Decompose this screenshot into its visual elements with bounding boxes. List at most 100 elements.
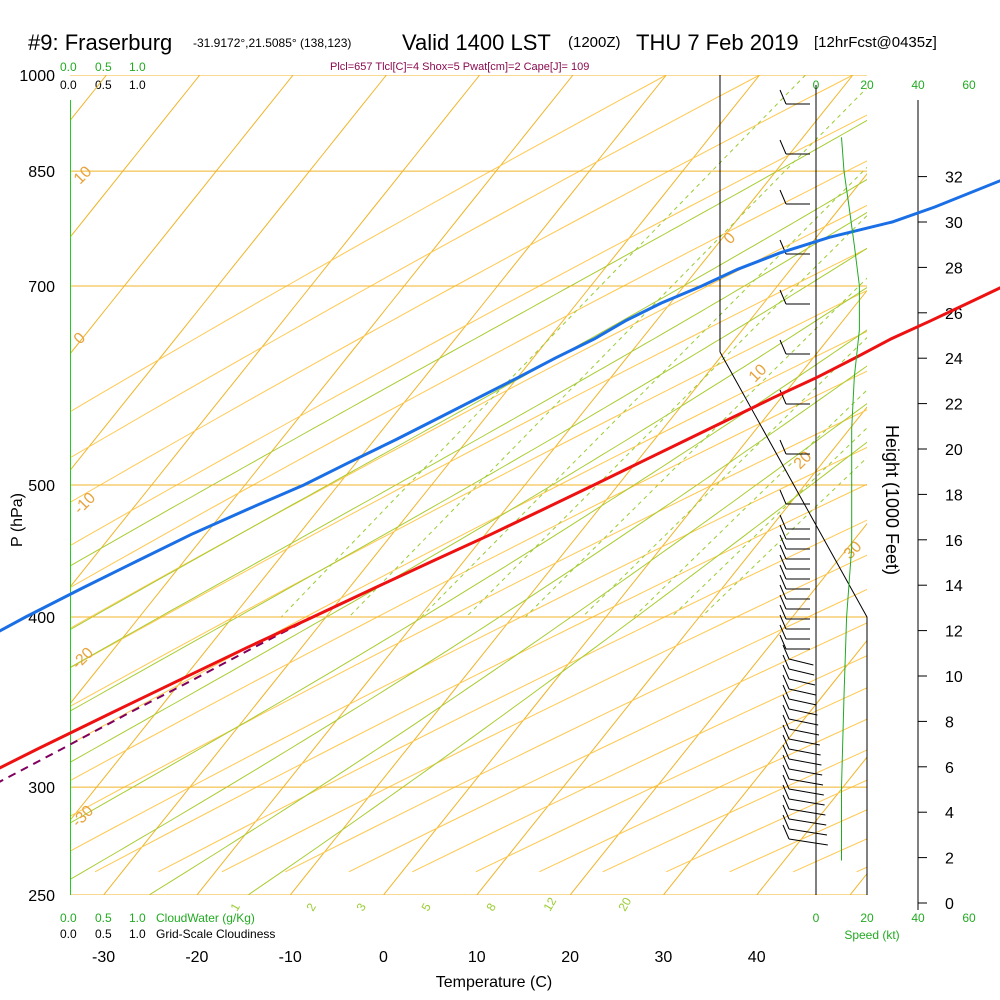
wind-barb-staff: [779, 139, 787, 155]
wind-barb-staff: [779, 524, 787, 540]
isotherm-line: [663, 639, 867, 895]
cloud-scale-bottom-green-0: 0.0: [60, 911, 77, 925]
dry-adiabat-line: [412, 655, 867, 873]
isotherm-label: 10: [71, 163, 96, 188]
wind-barb-staff: [782, 744, 790, 760]
speed-tick-bottom-0: 0: [813, 911, 820, 925]
speed-tick-top-3: 60: [962, 78, 976, 92]
wind-barb-staff: [782, 644, 790, 660]
wind-barb-shaft: [788, 698, 817, 706]
wind-barb-staff: [782, 774, 790, 790]
height-tick-label: 30: [945, 215, 963, 232]
p-tick-label: 850: [28, 164, 55, 181]
moist-adiabat-line: [70, 365, 867, 881]
mixing-ratio-line: [465, 214, 867, 618]
height-tick-label: 18: [945, 487, 963, 504]
x-axis-label: Temperature (C): [436, 974, 552, 991]
dry-adiabat-line: [70, 160, 867, 589]
p-tick-label: 700: [28, 279, 55, 296]
wind-barb-staff: [782, 684, 790, 700]
height-tick-label: 2: [945, 851, 954, 868]
dry-adiabat-line: [70, 446, 867, 852]
x-tick-label: 20: [561, 949, 579, 966]
p-tick-label: 500: [28, 478, 55, 495]
dewpoint-line: [0, 179, 1000, 633]
wind-barb-shaft: [788, 748, 821, 756]
wind-barb-staff: [779, 614, 787, 630]
height-tick-label: 10: [945, 669, 963, 686]
wind-barb-staff: [782, 724, 790, 740]
speed-tick-bottom-2: 40: [911, 911, 925, 925]
isotherm-line: [289, 173, 867, 895]
dry-adiabat-line: [158, 519, 867, 873]
x-tick-label: -10: [279, 949, 302, 966]
title-date: THU 7 Feb 2019: [636, 30, 799, 55]
x-tick-label: 0: [379, 949, 388, 966]
wind-barb-shaft: [788, 758, 822, 766]
wind-barb-staff: [779, 389, 787, 405]
x-tick-label: 10: [468, 949, 486, 966]
dry-adiabat-line: [94, 483, 867, 873]
wind-barb-staff: [782, 654, 790, 670]
wind-barb-staff: [782, 694, 790, 710]
x-tick-label: 30: [655, 949, 673, 966]
wind-barb-shaft: [788, 728, 820, 736]
dry-adiabat-line: [285, 588, 867, 873]
wind-barb-staff: [779, 89, 787, 105]
moist-adiabat-line: [70, 329, 867, 824]
height-tick-label: 14: [945, 578, 963, 595]
wind-barb-shaft: [788, 818, 827, 826]
p-tick-label: 1000: [19, 68, 55, 85]
dry-adiabat-line: [70, 114, 867, 547]
x-tick-label: 40: [748, 949, 766, 966]
wind-barb-staff: [782, 764, 790, 780]
cloud-scale-bottom-black-2: 1.0: [129, 927, 146, 941]
cloud-scale-bottom-black-1: 0.5: [95, 927, 112, 941]
dry-adiabat-line: [539, 718, 867, 873]
p-tick-label: 400: [28, 610, 55, 627]
temperature-line: [0, 286, 1000, 770]
wind-barb-staff: [779, 339, 787, 355]
wind-barb-staff: [782, 784, 790, 800]
wind-barb-staff: [779, 534, 787, 550]
mixing-ratio-label: 20: [615, 895, 634, 914]
moist-adiabat-line: [70, 286, 867, 763]
dry-adiabat-line: [856, 866, 867, 873]
height-tick-label: 20: [945, 442, 963, 459]
dry-adiabat-line: [348, 622, 867, 873]
dry-adiabat-line: [70, 204, 867, 629]
wind-barb-staff: [782, 814, 790, 830]
height-tick-label: 16: [945, 533, 963, 550]
wind-barb-staff: [779, 289, 787, 305]
dry-adiabat-line: [665, 779, 867, 873]
cloud-scale-top-green-2: 1.0: [129, 60, 146, 74]
wind-barb-shaft: [788, 788, 824, 796]
isotherm-line: [476, 406, 867, 895]
mixing-ratio-line: [524, 277, 867, 618]
cloud-scale-top-green-1: 0.5: [95, 60, 112, 74]
isotherm-line: [849, 872, 867, 895]
mixing-ratio-label: 8: [483, 900, 499, 913]
isotherm-line: [569, 522, 867, 895]
isotherm-line: [70, 75, 387, 472]
indices-line: Plcl=657 Tlcl[C]=4 Shox=5 Pwat[cm]=2 Cap…: [330, 61, 589, 73]
dry-adiabat-line: [70, 290, 867, 708]
height-tick-label: 6: [945, 760, 954, 777]
isotherm-line: [0, 75, 13, 895]
wind-barb-staff: [779, 489, 787, 505]
speed-axis-label: Speed (kt): [844, 928, 899, 942]
height-tick-label: 32: [945, 170, 963, 187]
wind-barb-staff: [782, 824, 790, 840]
height-tick-label: 28: [945, 260, 963, 277]
cloud-scale-bottom-green-1: 0.5: [95, 911, 112, 925]
cloudiness-label: Grid-Scale Cloudiness: [156, 927, 275, 941]
wind-barb-staff: [782, 754, 790, 770]
wind-barb-shaft: [788, 798, 825, 806]
wind-barbs: [779, 89, 828, 846]
dry-adiabat-line: [70, 370, 867, 782]
moist-adiabat-line: [70, 247, 867, 712]
wind-barb-staff: [779, 554, 787, 570]
cloud-scale-bottom-green-2: 1.0: [129, 911, 146, 925]
